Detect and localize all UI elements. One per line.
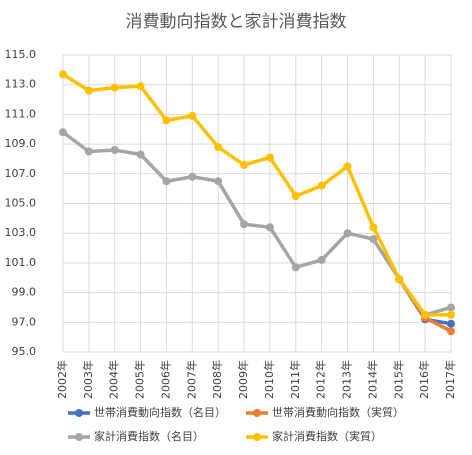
x-tick-label: 2006年 — [158, 360, 172, 399]
point — [291, 192, 300, 201]
point — [421, 310, 430, 319]
y-tick-label: 105.0 — [5, 197, 37, 210]
y-tick-label: 103.0 — [5, 226, 37, 239]
x-tick-label: 2002年 — [55, 360, 69, 399]
point — [188, 111, 197, 120]
point — [188, 172, 197, 181]
y-tick-label: 107.0 — [5, 167, 37, 180]
x-tick-label: 2005年 — [133, 360, 147, 399]
y-tick-label: 97.0 — [12, 315, 37, 328]
point — [240, 220, 249, 229]
x-tick-label: 2016年 — [417, 360, 431, 399]
series-line — [61, 130, 452, 317]
y-tick-label: 115.0 — [5, 48, 37, 61]
point — [343, 229, 352, 238]
x-tick-label: 2009年 — [236, 360, 250, 399]
point — [59, 70, 67, 79]
y-tick-label: 111.0 — [5, 107, 37, 120]
point — [265, 223, 274, 232]
legend-label: 世帯消費動向指数（実質） — [272, 405, 404, 419]
point — [162, 177, 171, 186]
x-tick-label: 2013年 — [340, 360, 354, 399]
y-tick-label: 109.0 — [5, 137, 37, 150]
point — [59, 128, 67, 137]
point — [317, 181, 326, 190]
point — [343, 162, 352, 171]
legend-marker — [75, 409, 83, 417]
point — [291, 263, 300, 272]
point — [447, 319, 455, 328]
point — [369, 223, 378, 232]
x-tick-label: 2017年 — [443, 360, 457, 399]
x-tick-label: 2012年 — [314, 360, 328, 399]
legend-label: 家計消費指数（実質） — [272, 429, 382, 443]
point — [240, 160, 249, 169]
point — [214, 143, 223, 152]
point — [214, 177, 223, 186]
y-tick-label: 113.0 — [5, 78, 37, 91]
legend-marker — [253, 433, 261, 441]
x-tick-label: 2014年 — [365, 360, 379, 399]
point — [395, 275, 404, 284]
x-tick-label: 2003年 — [81, 360, 95, 399]
point — [369, 235, 378, 244]
point — [317, 255, 326, 264]
x-tick-label: 2004年 — [107, 360, 121, 399]
y-tick-label: 99.0 — [12, 286, 37, 299]
point — [110, 146, 119, 155]
point — [136, 82, 145, 91]
legend-label: 世帯消費動向指数（名目） — [94, 405, 226, 419]
x-tick-label: 2011年 — [288, 360, 302, 399]
point — [447, 303, 455, 312]
series-line — [62, 72, 451, 317]
point — [265, 153, 274, 162]
legend-marker — [75, 433, 83, 441]
point — [447, 310, 455, 319]
point — [162, 116, 171, 125]
x-tick-label: 2015年 — [391, 360, 405, 399]
point — [136, 150, 145, 159]
point — [447, 327, 455, 336]
legend-label: 家計消費指数（名目） — [94, 429, 204, 443]
chart-title: 消費動向指数と家計消費指数 — [126, 12, 347, 32]
x-tick-label: 2010年 — [262, 360, 276, 399]
x-tick-label: 2008年 — [210, 360, 224, 399]
y-tick-label: 95.0 — [12, 345, 37, 358]
legend-marker — [253, 409, 261, 417]
x-tick-label: 2007年 — [184, 360, 198, 399]
point — [84, 86, 93, 95]
y-tick-label: 101.0 — [5, 256, 37, 269]
point — [110, 83, 119, 92]
point — [84, 147, 93, 156]
